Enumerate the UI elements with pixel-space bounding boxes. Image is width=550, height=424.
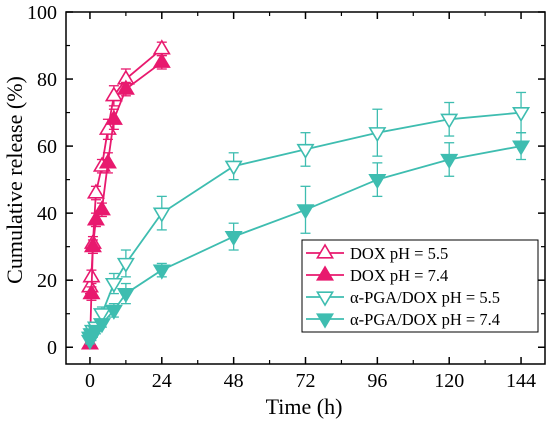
data-point <box>98 153 117 169</box>
x-tick-label: 96 <box>367 370 387 392</box>
legend-marker <box>315 313 335 329</box>
legend-marker <box>315 243 335 259</box>
x-tick-label: 48 <box>224 370 244 392</box>
data-point <box>512 106 531 123</box>
data-point <box>152 52 171 68</box>
data-point <box>92 308 111 324</box>
data-point <box>296 204 315 220</box>
data-point <box>116 79 135 95</box>
legend-label: α-PGA/DOX pH = 5.5 <box>350 288 500 307</box>
y-tick-label: 60 <box>37 136 57 158</box>
tick-labels: 0 24 48 72 96 120 144 0 20 40 60 80 100 <box>27 2 536 392</box>
x-tick-label: 144 <box>506 370 536 392</box>
plot-frame <box>65 11 546 365</box>
data-point <box>104 304 123 320</box>
data-point <box>368 127 387 143</box>
legend-box <box>301 239 539 333</box>
data-point <box>224 160 243 176</box>
data-point <box>440 113 459 129</box>
y-tick-label: 100 <box>27 2 57 24</box>
y-tick-label: 40 <box>37 203 57 225</box>
legend-marker <box>315 291 335 307</box>
data-point <box>116 287 135 304</box>
data-point <box>224 231 243 247</box>
legend-label: α-PGA/DOX pH = 7.4 <box>350 310 500 329</box>
x-tick-label: 72 <box>296 370 316 392</box>
y-tick-label: 0 <box>47 337 57 359</box>
legend: DOX pH = 5.5 DOX pH = 7.4 α-PGA/DOX pH = 5… <box>301 239 539 333</box>
data-point <box>86 183 105 199</box>
series-4 <box>80 132 531 351</box>
data-point <box>152 264 171 280</box>
y-axis-title: Cumulative release (%) <box>2 76 27 284</box>
x-axis-title: Time (h) <box>266 394 343 419</box>
data-point <box>86 210 105 226</box>
data-point <box>104 109 123 125</box>
legend-label: DOX pH = 7.4 <box>350 266 448 285</box>
x-tick-label: 24 <box>152 370 172 392</box>
data-point <box>82 284 101 300</box>
x-tick-label: 120 <box>434 370 464 392</box>
x-tick-label: 0 <box>85 370 95 392</box>
data-point <box>512 140 531 156</box>
data-point <box>368 174 387 190</box>
data-point <box>116 257 135 273</box>
y-tick-label: 20 <box>37 270 57 292</box>
legend-label: DOX pH = 5.5 <box>350 244 448 263</box>
data-point <box>92 200 111 216</box>
data-point <box>296 143 315 160</box>
data-point <box>152 39 171 55</box>
y-tick-label: 80 <box>37 69 57 91</box>
legend-marker <box>315 265 335 281</box>
data-point <box>104 277 123 294</box>
data-point <box>152 207 171 223</box>
data-series <box>80 39 531 351</box>
data-point <box>440 153 459 170</box>
data-point <box>83 237 102 253</box>
data-point <box>92 318 111 334</box>
